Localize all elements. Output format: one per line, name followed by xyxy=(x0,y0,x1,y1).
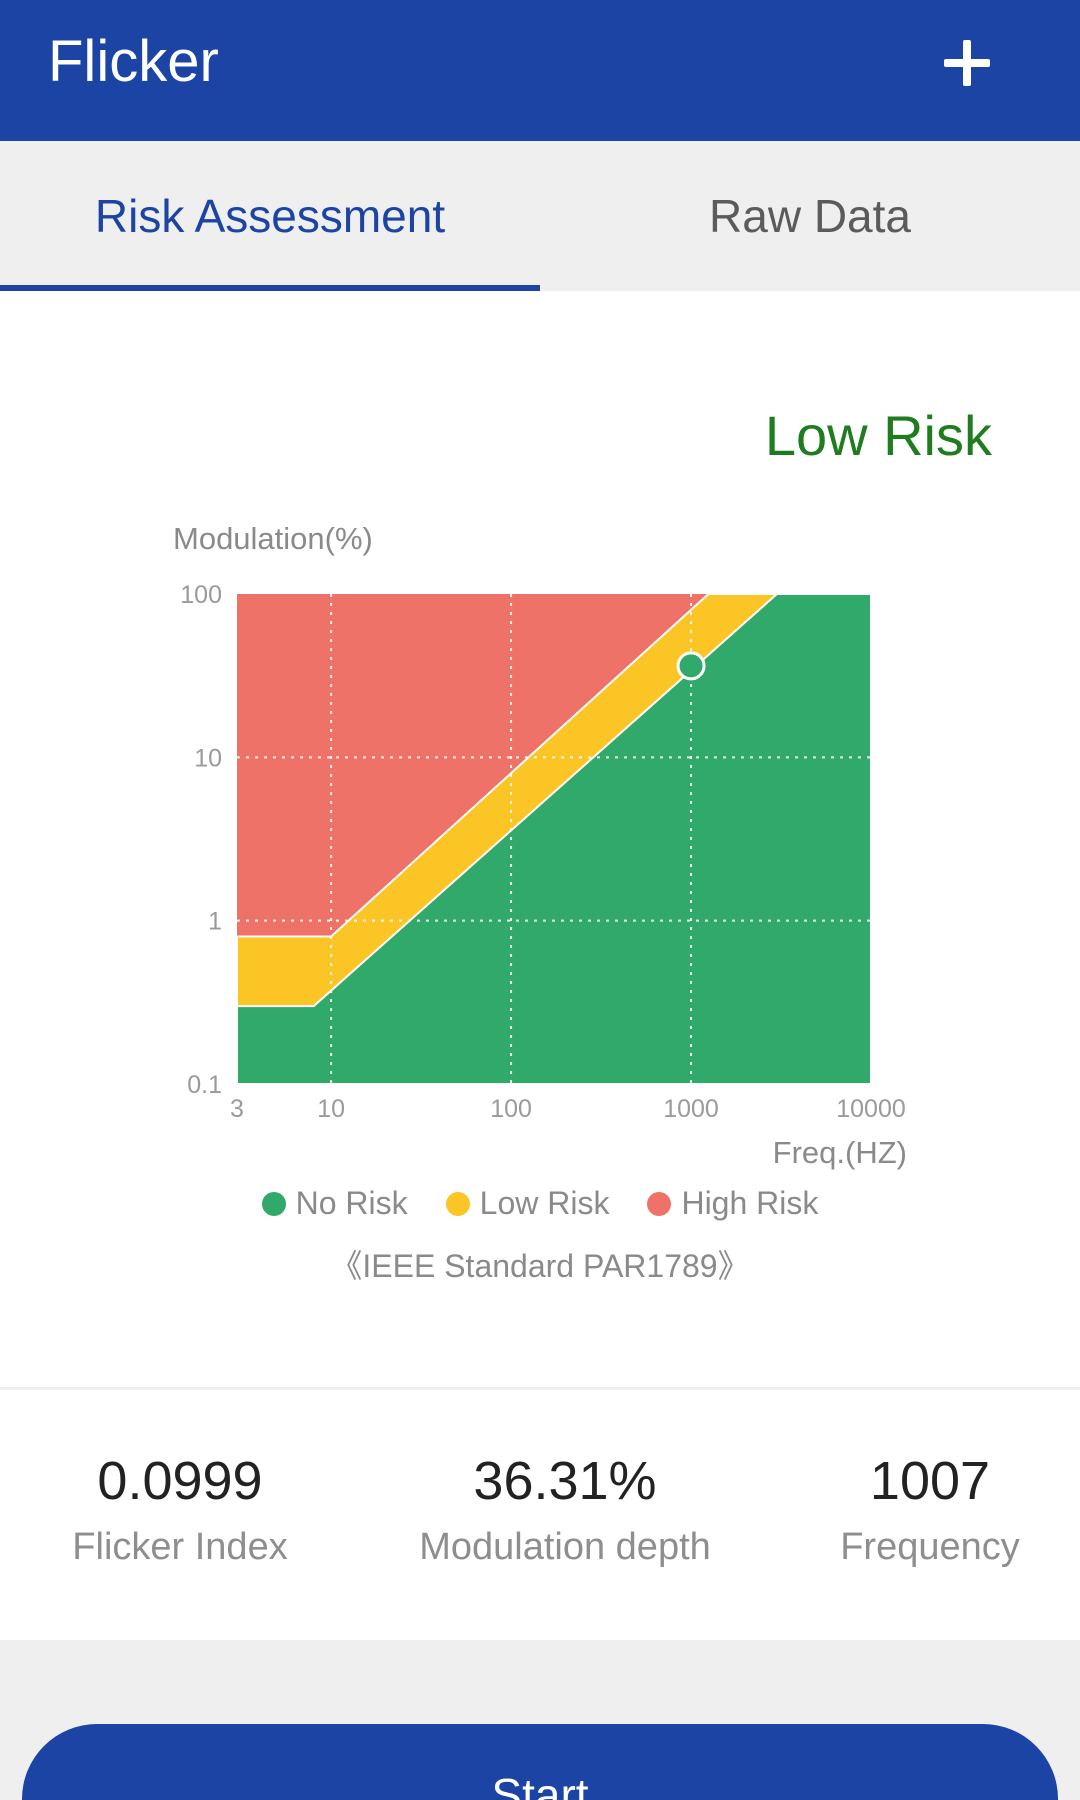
standard-reference: 《IEEE Standard PAR1789》 xyxy=(330,1248,750,1284)
tab-bar: Risk Assessment Raw Data xyxy=(0,141,1080,291)
stats-panel: 0.0999 Flicker Index 36.31% Modulation d… xyxy=(0,1390,1080,1640)
x-tick-label: 3 xyxy=(230,1095,244,1123)
x-tick-label: 1000 xyxy=(663,1095,719,1123)
legend-item-high-risk: High Risk xyxy=(647,1185,818,1222)
y-tick-label: 100 xyxy=(180,581,222,609)
legend-dot-high-risk xyxy=(647,1191,672,1216)
risk-status-label: Low Risk xyxy=(764,404,992,467)
y-axis-label: Modulation(%) xyxy=(173,521,373,556)
legend-dot-low-risk xyxy=(445,1191,470,1216)
y-tick-label: 0.1 xyxy=(187,1071,222,1099)
x-tick-label: 10000 xyxy=(836,1095,906,1123)
frequency-label: Frequency xyxy=(840,1526,1020,1568)
stat-flicker-index: 0.0999 Flicker Index xyxy=(40,1390,320,1569)
start-button[interactable]: Start xyxy=(22,1724,1058,1800)
legend-item-low-risk: Low Risk xyxy=(445,1185,610,1222)
tab-risk-assessment[interactable]: Risk Assessment xyxy=(94,190,446,242)
legend-label-no-risk: No Risk xyxy=(295,1185,408,1221)
stat-modulation-depth: 36.31% Modulation depth xyxy=(390,1390,740,1569)
x-tick-label: 100 xyxy=(490,1095,532,1123)
flicker-risk-chart: Modulation(%)Freq.(HZ)3 10 100 1000 10000100… xyxy=(173,521,907,1170)
modulation-depth-label: Modulation depth xyxy=(419,1526,711,1568)
measurement-point xyxy=(676,651,706,681)
flicker-index-value: 0.0999 xyxy=(97,1451,263,1511)
stat-frequency: 1007 Frequency xyxy=(800,1390,1060,1569)
app-bar: Flicker xyxy=(0,0,1080,141)
active-tab-indicator xyxy=(0,285,540,291)
frequency-value: 1007 xyxy=(869,1451,991,1511)
legend-item-no-risk: No Risk xyxy=(261,1185,408,1222)
legend-dot-no-risk xyxy=(261,1191,286,1216)
legend-label-high-risk: High Risk xyxy=(681,1185,819,1221)
app-title: Flicker xyxy=(48,29,219,94)
plus-icon[interactable] xyxy=(930,26,1004,100)
x-tick-label: 10 xyxy=(317,1095,345,1123)
no-risk-region xyxy=(236,593,872,1085)
modulation-depth-value: 36.31% xyxy=(473,1451,657,1511)
y-tick-label: 1 xyxy=(208,908,222,936)
y-tick-label: 10 xyxy=(194,744,222,772)
tab-raw-data[interactable]: Raw Data xyxy=(709,190,911,242)
legend-label-low-risk: Low Risk xyxy=(479,1185,610,1221)
chart-legend: No Risk Low Risk High Risk xyxy=(0,1185,1080,1222)
risk-card: Low Risk Modulation(%) Freq.(HZ) 3 10 100 100… xyxy=(0,291,1080,1387)
flicker-index-label: Flicker Index xyxy=(72,1526,288,1568)
x-axis-label: Freq.(HZ) xyxy=(773,1135,907,1170)
